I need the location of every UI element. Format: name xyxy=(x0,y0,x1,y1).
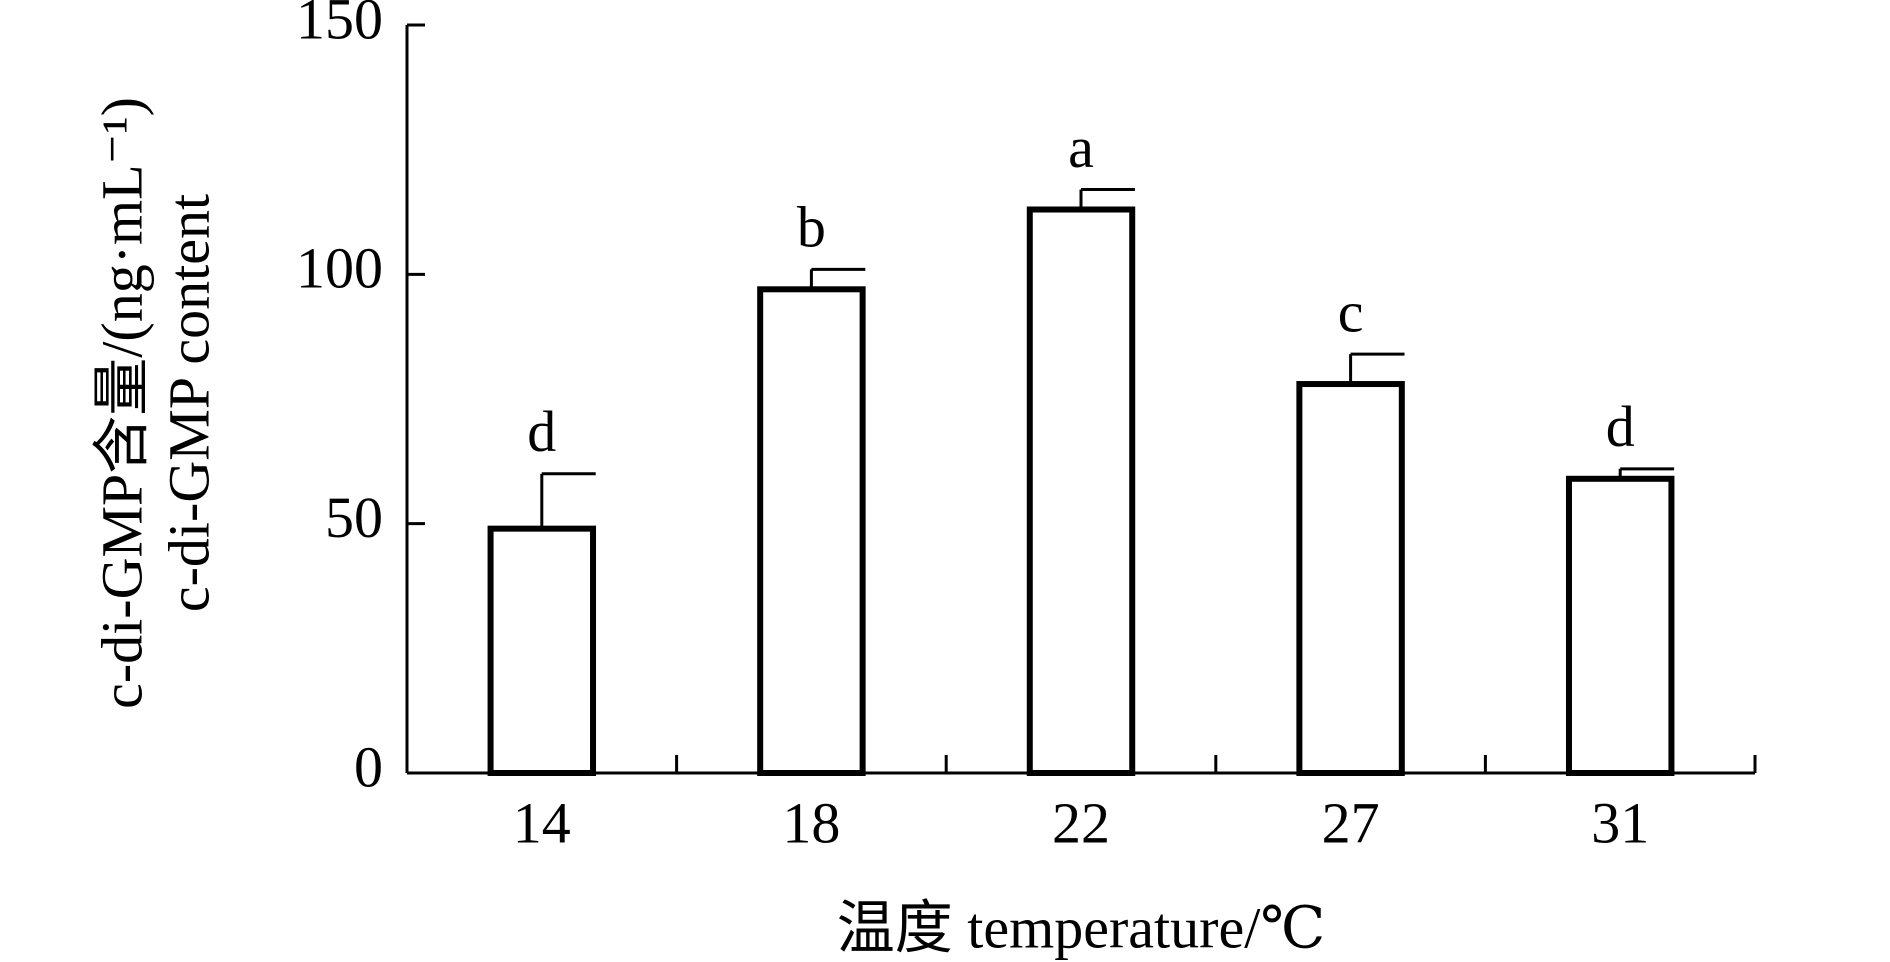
bar xyxy=(757,286,866,776)
bar xyxy=(1026,206,1136,777)
y-tick-label: 150 xyxy=(296,0,383,51)
significance-label: d xyxy=(527,399,556,464)
x-tick-label: 14 xyxy=(513,790,571,855)
significance-label: b xyxy=(797,195,826,260)
y-axis-title: c-di-GMP content xyxy=(156,194,221,612)
bar xyxy=(487,525,597,776)
x-tick-label: 22 xyxy=(1052,790,1110,855)
bar xyxy=(1565,475,1675,776)
x-axis-title: 温度 temperature/℃ xyxy=(837,895,1325,960)
y-axis-title: c-di-GMP含量/(ng·mL⁻¹) xyxy=(89,97,154,709)
x-tick-label: 31 xyxy=(1591,790,1649,855)
significance-label: c xyxy=(1338,279,1364,344)
bar xyxy=(1296,381,1405,776)
y-tick-label: 0 xyxy=(354,734,383,799)
x-tick-label: 27 xyxy=(1322,790,1380,855)
y-tick-label: 50 xyxy=(325,485,383,550)
x-tick-label: 18 xyxy=(782,790,840,855)
y-tick-label: 100 xyxy=(296,236,383,301)
significance-label: d xyxy=(1606,394,1635,459)
significance-label: a xyxy=(1068,115,1094,180)
